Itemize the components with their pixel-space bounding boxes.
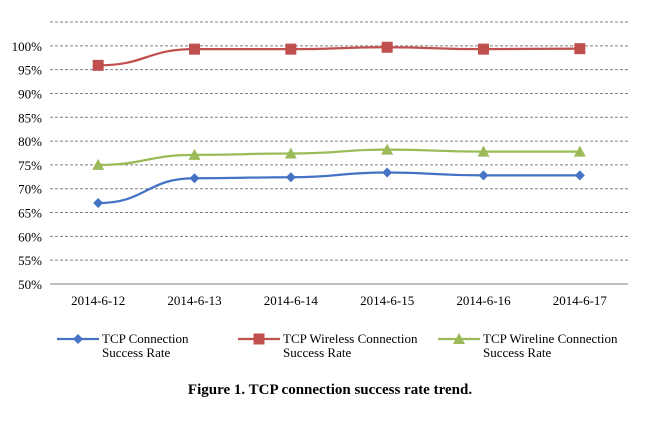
y-tick-label: 75% [18, 158, 42, 173]
data-point-series-3 [92, 158, 105, 170]
x-tick-label: 2014-6-12 [71, 293, 125, 308]
y-axis-tick-labels: 50% 55% 60% 65% 70% 75% 80% 85% 90% 95% 100% [12, 39, 43, 292]
legend-label-1: TCP Connection [102, 331, 189, 346]
x-tick-label: 2014-6-16 [456, 293, 511, 308]
series-line-2 [98, 46, 580, 67]
data-point-series-1 [574, 170, 585, 181]
legend-label-3: Success Rate [483, 345, 551, 360]
legend-marker-1 [73, 334, 83, 344]
series-line-1 [98, 171, 580, 205]
x-tick-label: 2014-6-15 [360, 293, 414, 308]
y-tick-label: 95% [18, 63, 42, 78]
legend-marker-3 [453, 333, 465, 344]
y-tick-label: 50% [18, 277, 42, 292]
legend-marker-2 [253, 333, 265, 345]
data-point-series-1 [189, 173, 200, 184]
data-point-series-2 [189, 43, 200, 55]
data-point-series-2 [92, 59, 104, 71]
x-tick-label: 2014-6-13 [167, 293, 221, 308]
data-point-series-3 [477, 145, 490, 157]
y-tick-label: 80% [18, 134, 42, 149]
data-point-series-3 [284, 147, 297, 159]
legend-label-3: TCP Wireline Connection [483, 331, 618, 346]
data-point-series-1 [93, 198, 104, 209]
data-point-series-3 [381, 143, 394, 155]
y-tick-label: 70% [18, 182, 42, 197]
y-tick-label: 85% [18, 110, 42, 125]
gridlines [50, 21, 628, 285]
y-tick-label: 60% [18, 229, 42, 244]
data-point-series-1 [478, 170, 489, 181]
figure-caption: Figure 1. TCP connection success rate tr… [187, 382, 473, 398]
series-line-3 [98, 148, 580, 167]
y-tick-label: 65% [18, 206, 42, 221]
data-point-series-1 [285, 172, 296, 183]
data-point-series-2 [574, 43, 586, 55]
data-point-series-3 [188, 148, 201, 160]
data-point-series-2 [478, 43, 489, 55]
x-axis-tick-labels: 2014-6-12 2014-6-13 2014-6-14 2014-6-15 2014… [71, 293, 607, 308]
x-tick-label: 2014-6-17 [553, 293, 608, 308]
data-point-series-1 [382, 167, 393, 178]
y-tick-label: 100% [12, 39, 43, 54]
x-tick-label: 2014-6-14 [264, 293, 319, 308]
legend-label-1: Success Rate [102, 345, 170, 360]
legend-label-2: TCP Wireless Connection [283, 331, 418, 346]
legend-label-2: Success Rate [283, 345, 351, 360]
data-point-series-3 [573, 145, 586, 157]
data-point-series-2 [381, 41, 393, 53]
y-tick-label: 55% [18, 253, 42, 268]
y-tick-label: 90% [18, 86, 42, 101]
data-point-series-2 [285, 43, 297, 55]
series-lines [92, 41, 586, 209]
